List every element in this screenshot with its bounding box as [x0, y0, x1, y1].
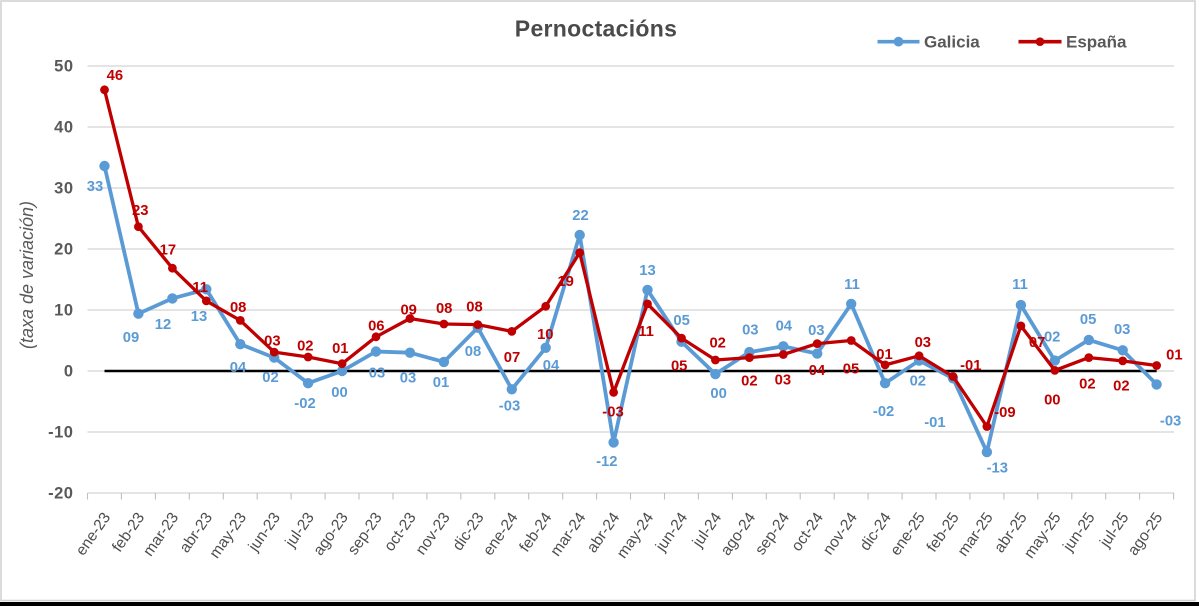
svg-text:02: 02: [741, 374, 757, 390]
svg-text:22: 22: [572, 208, 588, 224]
svg-text:05: 05: [673, 313, 689, 329]
svg-text:08: 08: [230, 300, 246, 316]
svg-text:02: 02: [1079, 376, 1095, 392]
svg-text:10: 10: [537, 327, 553, 343]
svg-text:12: 12: [155, 317, 171, 333]
svg-text:01: 01: [433, 375, 449, 391]
svg-text:11: 11: [638, 324, 654, 340]
svg-text:-02: -02: [873, 404, 894, 420]
svg-text:02: 02: [910, 374, 926, 390]
svg-text:01: 01: [876, 347, 892, 363]
svg-text:00: 00: [710, 386, 726, 402]
svg-text:10: 10: [54, 302, 73, 320]
svg-text:02: 02: [709, 336, 725, 352]
svg-text:-13: -13: [987, 461, 1008, 477]
svg-text:02: 02: [1044, 330, 1060, 346]
svg-text:05: 05: [671, 359, 687, 375]
svg-text:46: 46: [107, 68, 123, 84]
svg-text:07: 07: [1029, 335, 1045, 351]
svg-text:00: 00: [331, 385, 347, 401]
svg-text:-01: -01: [960, 358, 981, 374]
svg-text:03: 03: [400, 371, 416, 387]
svg-text:01: 01: [332, 341, 348, 357]
svg-text:(taxa de variación): (taxa de variación): [17, 201, 37, 349]
svg-text:-03: -03: [602, 405, 623, 421]
svg-text:05: 05: [843, 362, 859, 378]
svg-text:-12: -12: [596, 454, 617, 470]
svg-text:02: 02: [262, 370, 278, 386]
svg-text:0: 0: [64, 363, 74, 381]
svg-text:04: 04: [543, 358, 560, 374]
svg-text:03: 03: [808, 323, 824, 339]
svg-text:-10: -10: [48, 424, 73, 442]
svg-text:40: 40: [54, 119, 73, 137]
svg-text:06: 06: [368, 319, 384, 335]
svg-text:04: 04: [230, 360, 247, 376]
svg-text:05: 05: [1080, 312, 1096, 328]
svg-text:09: 09: [400, 303, 416, 319]
svg-text:08: 08: [436, 301, 452, 317]
svg-text:11: 11: [1012, 277, 1028, 293]
svg-text:03: 03: [1114, 322, 1130, 338]
svg-text:07: 07: [504, 350, 520, 366]
svg-text:00: 00: [1044, 393, 1060, 409]
svg-text:-03: -03: [1160, 414, 1181, 430]
svg-text:50: 50: [54, 58, 73, 76]
svg-text:-02: -02: [294, 396, 315, 412]
svg-text:03: 03: [264, 334, 280, 350]
svg-text:23: 23: [132, 203, 148, 219]
svg-text:03: 03: [369, 366, 385, 382]
svg-text:España: España: [1066, 33, 1127, 52]
svg-text:Galicia: Galicia: [924, 33, 980, 52]
svg-text:30: 30: [54, 180, 73, 198]
svg-text:33: 33: [87, 179, 103, 195]
svg-text:03: 03: [915, 335, 931, 351]
svg-text:-01: -01: [924, 415, 945, 431]
svg-text:03: 03: [775, 373, 791, 389]
svg-text:-09: -09: [994, 405, 1015, 421]
svg-text:03: 03: [742, 323, 758, 339]
svg-text:-20: -20: [48, 485, 73, 503]
svg-text:02: 02: [297, 339, 313, 355]
svg-text:-03: -03: [499, 399, 520, 415]
svg-text:11: 11: [192, 280, 208, 296]
svg-text:04: 04: [809, 363, 826, 379]
svg-text:19: 19: [557, 274, 573, 290]
svg-text:04: 04: [776, 319, 793, 335]
svg-text:20: 20: [54, 241, 73, 259]
svg-text:08: 08: [465, 344, 481, 360]
svg-text:01: 01: [1166, 347, 1182, 363]
svg-text:13: 13: [191, 309, 207, 325]
svg-text:02: 02: [1113, 379, 1129, 395]
svg-text:13: 13: [639, 263, 655, 279]
svg-text:09: 09: [123, 330, 139, 346]
svg-text:Pernoctacións: Pernoctacións: [515, 15, 677, 41]
svg-text:17: 17: [160, 243, 176, 259]
svg-text:08: 08: [466, 300, 482, 316]
svg-text:11: 11: [844, 277, 860, 293]
